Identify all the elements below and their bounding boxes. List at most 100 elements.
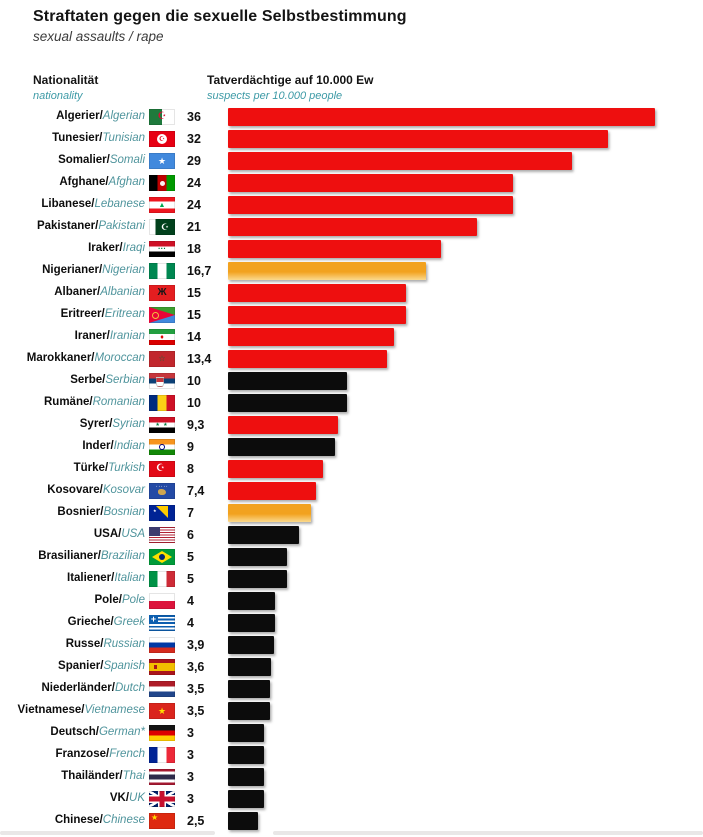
- row-value: 10: [187, 374, 201, 388]
- row-value: 3,9: [187, 638, 205, 652]
- row-label: Kosovare/Kosovar: [47, 484, 145, 497]
- flag-algeria-icon: [149, 109, 175, 125]
- row-value: 32: [187, 132, 201, 146]
- row-bar: [228, 548, 288, 566]
- flag-brazil-icon: [149, 549, 175, 565]
- row-value: 3: [187, 748, 194, 762]
- chart-row: VK/UK 3: [0, 788, 703, 810]
- flag-turkey-icon: [149, 461, 175, 477]
- row-label: Italiener/Italian: [67, 572, 145, 585]
- row-value: 36: [187, 110, 201, 124]
- chart-row: Vietnamese/Vietnamese 3,5: [0, 700, 703, 722]
- row-label: Inder/Indian: [82, 440, 145, 453]
- flag-tunisia-icon: [149, 131, 175, 147]
- row-label: Grieche/Greek: [67, 616, 145, 629]
- chart-row: Algerier/Algerian 36: [0, 106, 703, 128]
- flag-bosnia-icon: [149, 505, 175, 521]
- flag-russia-icon: [149, 637, 175, 653]
- row-value: 3,6: [187, 660, 205, 674]
- row-value: 16,7: [187, 264, 212, 278]
- row-bar: [228, 240, 442, 258]
- flag-france-icon: [149, 747, 175, 763]
- flag-italy-icon: [149, 571, 175, 587]
- row-value: 9: [187, 440, 194, 454]
- chart-row: Pole/Pole 4: [0, 590, 703, 612]
- row-label: Algerier/Algerian: [56, 110, 145, 123]
- chart-row: Deutsch/German* 3: [0, 722, 703, 744]
- chart-row: Chinese/Chinese 2,5: [0, 810, 703, 832]
- chart-row: Brasilianer/Brazilian 5: [0, 546, 703, 568]
- row-label: Eritreer/Eritrean: [60, 308, 145, 321]
- flag-iran-icon: [149, 329, 175, 345]
- row-label: Nigerianer/Nigerian: [42, 264, 145, 277]
- chart-row: Iraner/Iranian 14: [0, 326, 703, 348]
- chart-row: Afghane/Afghan 24: [0, 172, 703, 194]
- row-label: Somalier/Somali: [58, 154, 145, 167]
- chart-row: Pakistaner/Pakistani 21: [0, 216, 703, 238]
- flag-serbia-icon: [149, 373, 175, 389]
- row-label: Niederländer/Dutch: [41, 682, 145, 695]
- row-value: 15: [187, 286, 201, 300]
- row-label: Pakistaner/Pakistani: [36, 220, 145, 233]
- row-label: Türke/Turkish: [73, 462, 145, 475]
- chart-row: Grieche/Greek 4: [0, 612, 703, 634]
- row-value: 24: [187, 176, 201, 190]
- row-value: 21: [187, 220, 201, 234]
- chart-row: Kosovare/Kosovar 7,4: [0, 480, 703, 502]
- chart-row: USA/USA 6: [0, 524, 703, 546]
- chart-row: Somalier/Somali 29: [0, 150, 703, 172]
- chart-row: Syrer/Syrian 9,3: [0, 414, 703, 436]
- row-value: 4: [187, 594, 194, 608]
- flag-thailand-icon: [149, 769, 175, 785]
- row-bar: [228, 526, 300, 544]
- chart-row: Bosnier/Bosnian 7: [0, 502, 703, 524]
- chart-row: Russe/Russian 3,9: [0, 634, 703, 656]
- flag-somalia-icon: [149, 153, 175, 169]
- row-label: Iraner/Iranian: [74, 330, 145, 343]
- chart-row: Eritreer/Eritrean 15: [0, 304, 703, 326]
- row-bar: [228, 724, 264, 742]
- flag-usa-icon: [149, 527, 175, 543]
- row-label: Bosnier/Bosnian: [57, 506, 145, 519]
- chart-row: Niederländer/Dutch 3,5: [0, 678, 703, 700]
- flag-germany-icon: [149, 725, 175, 741]
- flag-spain-icon: [149, 659, 175, 675]
- row-bar: [228, 350, 387, 368]
- chart-row: Iraker/Iraqi 18: [0, 238, 703, 260]
- row-value: 3: [187, 770, 194, 784]
- row-bar: [228, 394, 347, 412]
- flag-afghanistan-icon: [149, 175, 175, 191]
- row-bar: [228, 812, 258, 830]
- row-bar: [228, 482, 316, 500]
- row-label: Thailänder/Thai: [61, 770, 145, 783]
- flag-eritrea-icon: [149, 307, 175, 323]
- row-label: Tunesier/Tunisian: [52, 132, 145, 145]
- row-bar: [228, 152, 572, 170]
- row-label: Brasilianer/Brazilian: [38, 550, 145, 563]
- chart-row: Marokkaner/Moroccan 13,4: [0, 348, 703, 370]
- row-bar: [228, 746, 264, 764]
- row-label: VK/UK: [109, 792, 145, 805]
- row-bar: [228, 262, 427, 280]
- row-label: Chinese/Chinese: [54, 814, 145, 827]
- row-bar: [228, 460, 323, 478]
- row-label: Franzose/French: [55, 748, 146, 761]
- flag-iraq-icon: [149, 241, 175, 257]
- row-bar: [228, 614, 276, 632]
- row-label: Spanier/Spanish: [58, 660, 145, 673]
- row-label: Deutsch/German*: [50, 726, 145, 739]
- flag-poland-icon: [149, 593, 175, 609]
- row-value: 2,5: [187, 814, 205, 828]
- row-bar: [228, 130, 608, 148]
- flag-pakistan-icon: [149, 219, 175, 235]
- row-label: Vietnamese/Vietnamese: [17, 704, 145, 717]
- page-subtitle: sexual assaults / rape: [33, 29, 164, 44]
- flag-romania-icon: [149, 395, 175, 411]
- chart-row: Tunesier/Tunisian 32: [0, 128, 703, 150]
- chart-row: Albaner/Albanian 15: [0, 282, 703, 304]
- row-value: 8: [187, 462, 194, 476]
- flag-nigeria-icon: [149, 263, 175, 279]
- row-value: 7: [187, 506, 194, 520]
- row-bar: [228, 438, 335, 456]
